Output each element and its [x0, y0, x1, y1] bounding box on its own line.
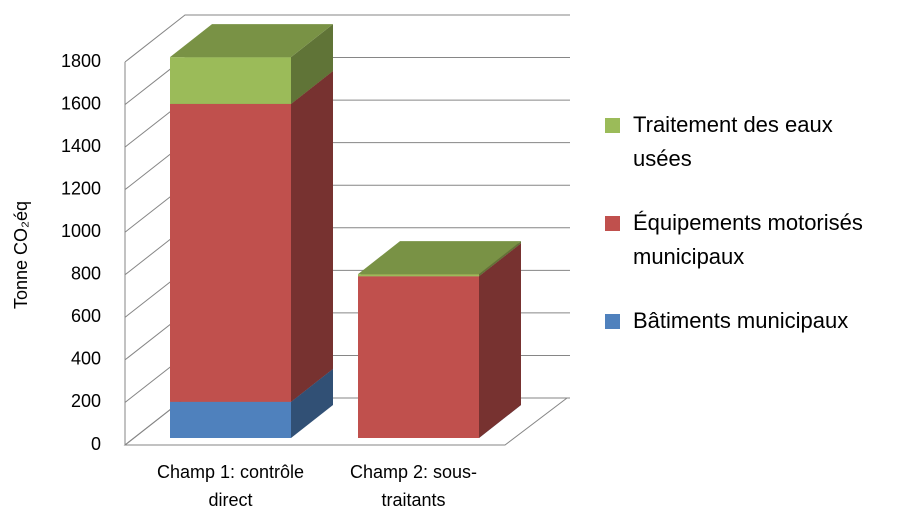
y-tick-label: 1400 — [61, 136, 101, 156]
legend-item: Bâtiments municipaux — [605, 304, 924, 338]
y-tick-label: 1800 — [61, 51, 101, 71]
bar-front — [170, 401, 291, 438]
bar-side — [291, 368, 333, 438]
legend-swatch — [605, 216, 620, 231]
y-tick-label: 200 — [71, 391, 101, 411]
bar-side — [479, 241, 521, 277]
x-tick-label: Champ 2: sous-traitants — [349, 462, 478, 510]
y-tick-label: 400 — [71, 349, 101, 369]
y-tick-label: 1200 — [61, 178, 101, 198]
y-tick-label: 1000 — [61, 221, 101, 241]
y-tick-label: 600 — [71, 306, 101, 326]
legend: Traitement des eaux usées Équipements mot… — [605, 108, 924, 368]
bar-top — [358, 241, 521, 275]
bar-front — [170, 57, 291, 104]
y-tick-label: 1600 — [61, 93, 101, 113]
legend-item: Équipements motorisés municipaux — [605, 206, 924, 274]
legend-label: Équipements motorisés municipaux — [633, 210, 863, 269]
bar-side — [291, 70, 333, 402]
grid-line — [124, 14, 570, 63]
bar-side — [479, 243, 521, 438]
bar-front — [358, 274, 479, 277]
legend-label: Bâtiments municipaux — [633, 308, 849, 333]
legend-swatch — [605, 118, 620, 133]
legend-swatch — [605, 314, 620, 329]
bar-front — [170, 103, 291, 402]
legend-label: Traitement des eaux usées — [633, 112, 833, 171]
x-tick-label: Champ 1: contrôle direct — [156, 462, 305, 510]
legend-item: Traitement des eaux usées — [605, 108, 863, 176]
y-axis-label: Tonne CO₂éq — [11, 201, 31, 309]
y-tick-label: 800 — [71, 264, 101, 284]
y-tick-label: 0 — [91, 434, 101, 454]
bar-top — [170, 24, 333, 58]
bar-front — [358, 276, 479, 438]
bar-side — [291, 24, 333, 104]
